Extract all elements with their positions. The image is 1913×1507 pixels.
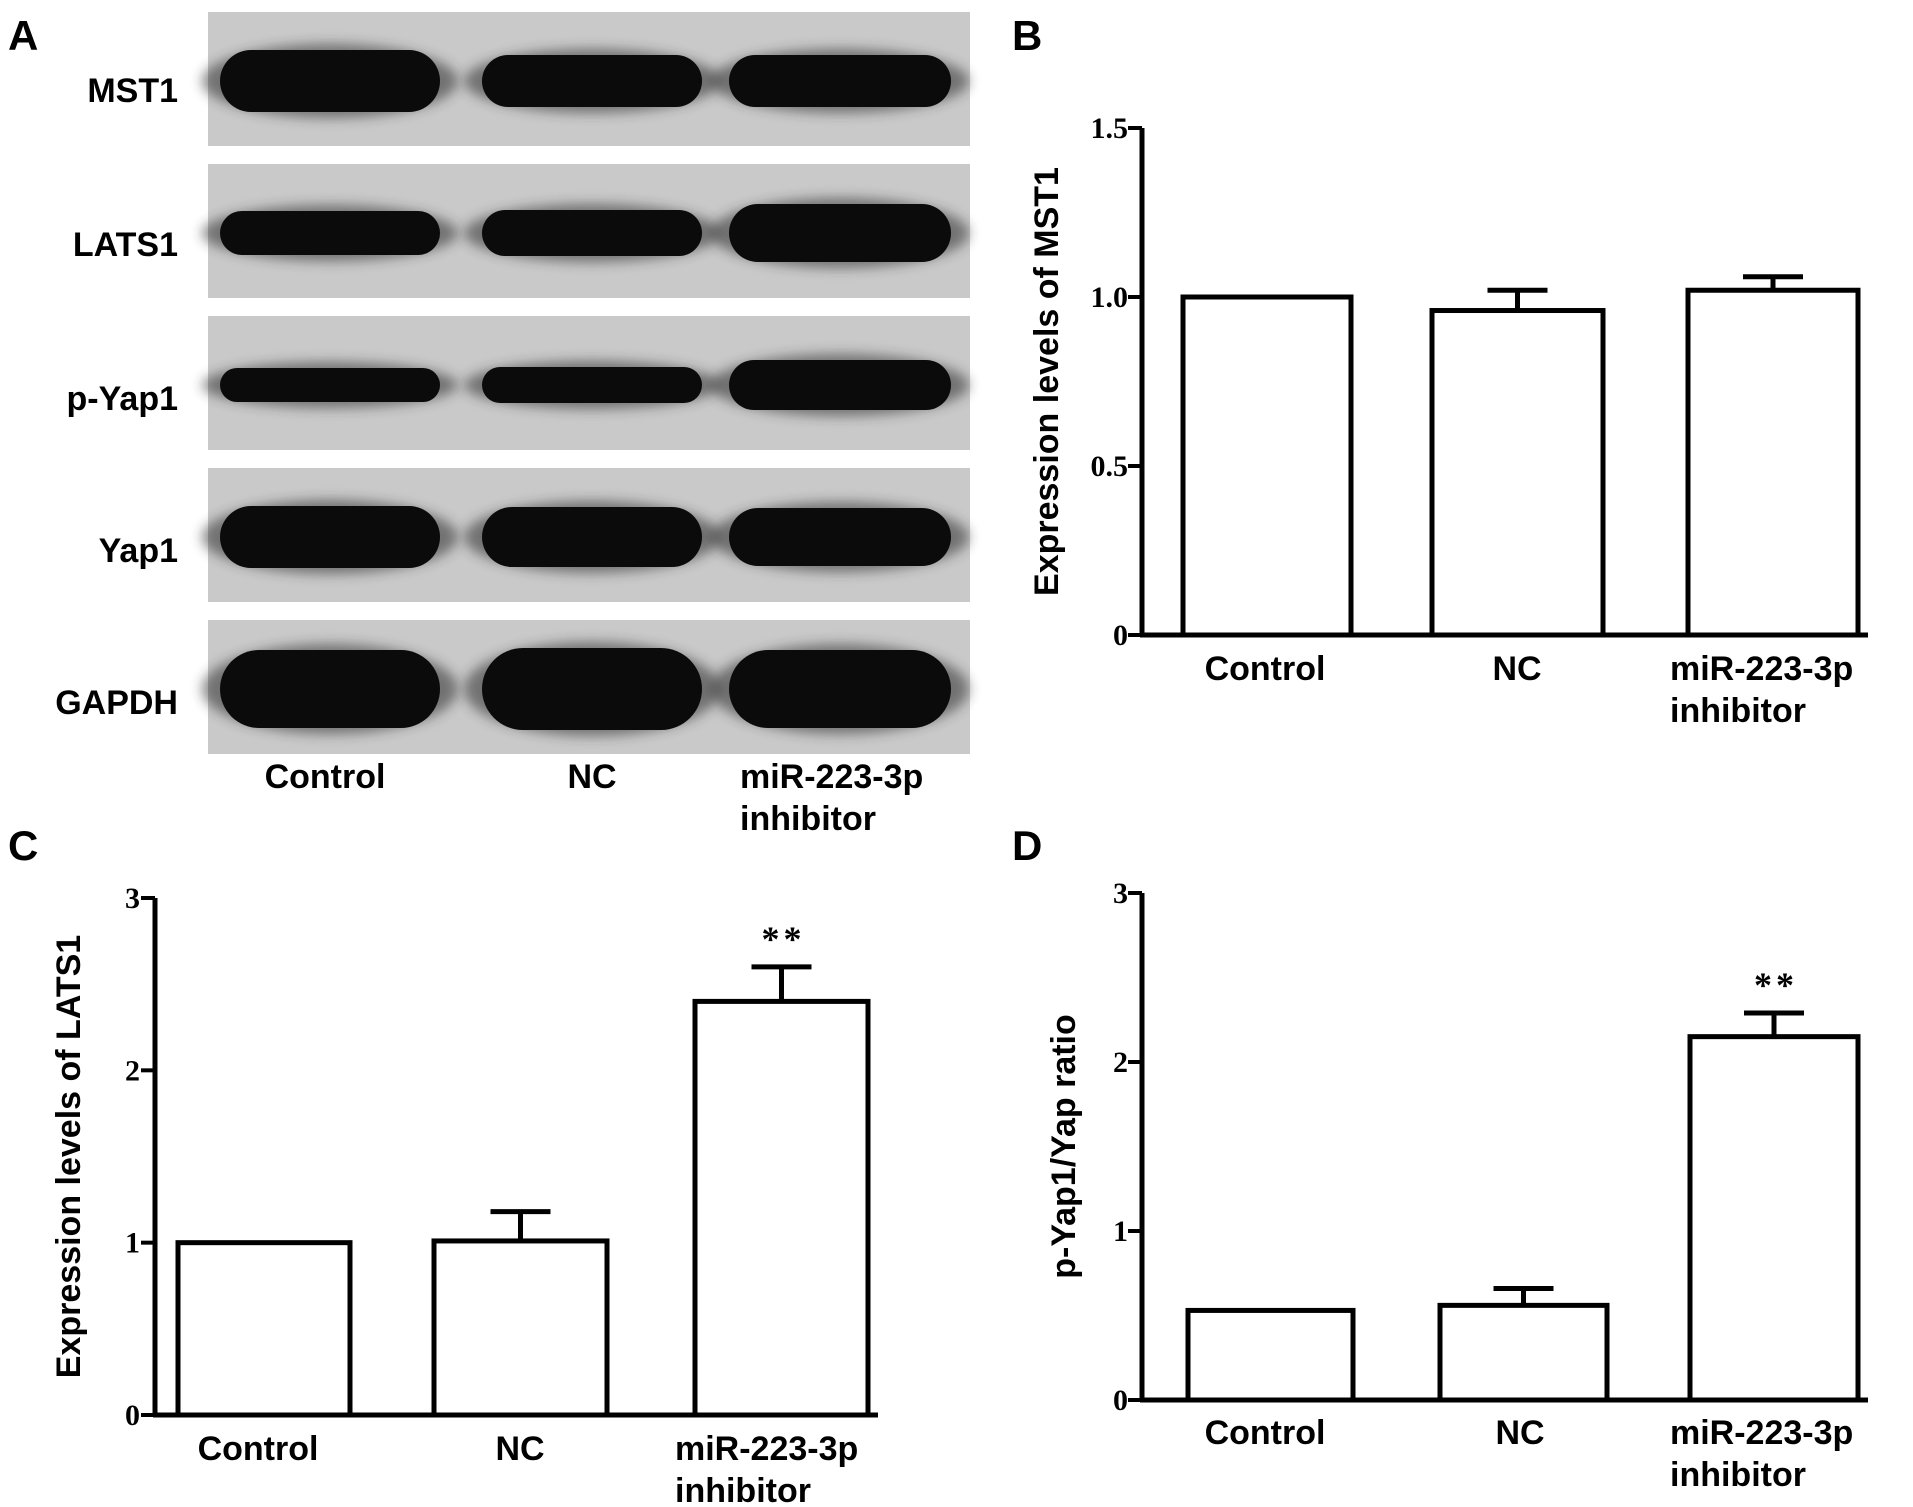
- blot-band-mst1-1: [482, 55, 702, 107]
- blot-band-lats1-2: [729, 204, 951, 262]
- y-tick-label-c-3: 3: [125, 882, 140, 915]
- blot-label-lats1: LATS1: [73, 226, 178, 264]
- bar-b-1: [1429, 308, 1606, 638]
- significance-c-2: **: [762, 919, 806, 959]
- blot-band-gapdh-1: [482, 648, 702, 730]
- blot-band-yap1-0: [220, 506, 440, 568]
- x-category-label-b-2-line2: inhibitor: [1670, 692, 1806, 730]
- x-category-label-c-0: Control: [198, 1430, 319, 1468]
- x-category-label-b-0: Control: [1205, 650, 1326, 688]
- blot-band-gapdh-0: [220, 650, 440, 728]
- chart-lats1: 0 1 2 3 Expression levels of LATS1 Control NC *…: [50, 882, 878, 1507]
- blot-band-lats1-1: [482, 210, 702, 256]
- bar-c-0: [175, 1240, 353, 1418]
- bar-d-1: [1437, 1302, 1610, 1403]
- blot-band-mst1-0: [220, 50, 440, 112]
- y-tick-label-b-3: 1.5: [1091, 112, 1129, 145]
- blot-lane-label-nc: NC: [567, 758, 616, 796]
- blot-label-yap1: Yap1: [99, 532, 178, 570]
- western-blot: [202, 12, 970, 754]
- blot-band-p-yap1-1: [482, 367, 702, 403]
- x-category-label-d-2-line1: miR-223-3p: [1670, 1414, 1853, 1452]
- blot-lane-label-control: Control: [265, 758, 386, 796]
- blot-band-gapdh-2: [729, 650, 951, 728]
- panel-letter-a: A: [8, 12, 38, 59]
- bar-d-2: [1687, 1034, 1861, 1403]
- panel-letter-c: C: [8, 822, 38, 869]
- bar-b-2: [1685, 287, 1861, 638]
- y-axis-label-d: p-Yap1/Yap ratio: [1045, 1014, 1083, 1279]
- blot-band-yap1-2: [729, 508, 951, 566]
- blot-band-yap1-1: [482, 507, 702, 567]
- blot-band-p-yap1-2: [729, 360, 951, 410]
- x-category-label-d-2-line2: inhibitor: [1670, 1456, 1806, 1494]
- y-tick-label-d-1: 1: [1113, 1215, 1128, 1248]
- blot-label-mst1: MST1: [87, 72, 178, 110]
- blot-lane-label-inhibitor-line2: inhibitor: [740, 800, 876, 838]
- blot-lane-label-inhibitor-line1: miR-223-3p: [740, 758, 923, 796]
- y-tick-label-d-0: 0: [1113, 1384, 1128, 1417]
- y-tick-label-c-2: 2: [125, 1054, 140, 1087]
- y-axis-label-b: Expression levels of MST1: [1028, 167, 1066, 596]
- y-tick-label-b-0: 0: [1113, 619, 1128, 652]
- x-category-label-b-2-line1: miR-223-3p: [1670, 650, 1853, 688]
- bar-d-0: [1185, 1307, 1356, 1403]
- panel-letter-d: D: [1012, 822, 1042, 869]
- x-category-label-c-2-line2: inhibitor: [675, 1472, 811, 1507]
- bar-c-1: [431, 1238, 610, 1418]
- x-category-label-c-1: NC: [495, 1430, 544, 1468]
- x-category-label-d-0: Control: [1205, 1414, 1326, 1452]
- blot-band-p-yap1-0: [220, 368, 440, 402]
- y-tick-label-b-1: 0.5: [1091, 450, 1129, 483]
- bar-c-2: [692, 998, 871, 1418]
- y-axis-label-c: Expression levels of LATS1: [50, 935, 88, 1378]
- panel-letter-b: B: [1012, 12, 1042, 59]
- blot-label-gapdh: GAPDH: [55, 684, 178, 722]
- chart-p-yap1-yap-ratio: 0 1 2 3 p-Yap1/Yap ratio Control NC ** miR-223-3…: [1045, 877, 1868, 1494]
- blot-band-lats1-0: [220, 211, 440, 255]
- x-category-label-b-1: NC: [1492, 650, 1541, 688]
- blot-label-p-yap1: p-Yap1: [67, 380, 178, 418]
- y-tick-label-b-2: 1.0: [1091, 281, 1129, 314]
- y-tick-label-c-0: 0: [125, 1399, 140, 1432]
- blot-band-mst1-2: [729, 55, 951, 107]
- x-category-label-c-2-line1: miR-223-3p: [675, 1430, 858, 1468]
- significance-d-2: **: [1754, 965, 1798, 1005]
- chart-mst1: 0 0.5 1.0 1.5 Expression levels of MST1 Contr…: [1028, 112, 1868, 730]
- x-category-label-d-1: NC: [1495, 1414, 1544, 1452]
- y-tick-label-d-2: 2: [1113, 1046, 1128, 1079]
- bar-b-0: [1180, 294, 1354, 638]
- y-tick-label-d-3: 3: [1113, 877, 1128, 910]
- y-tick-label-c-1: 1: [125, 1227, 140, 1260]
